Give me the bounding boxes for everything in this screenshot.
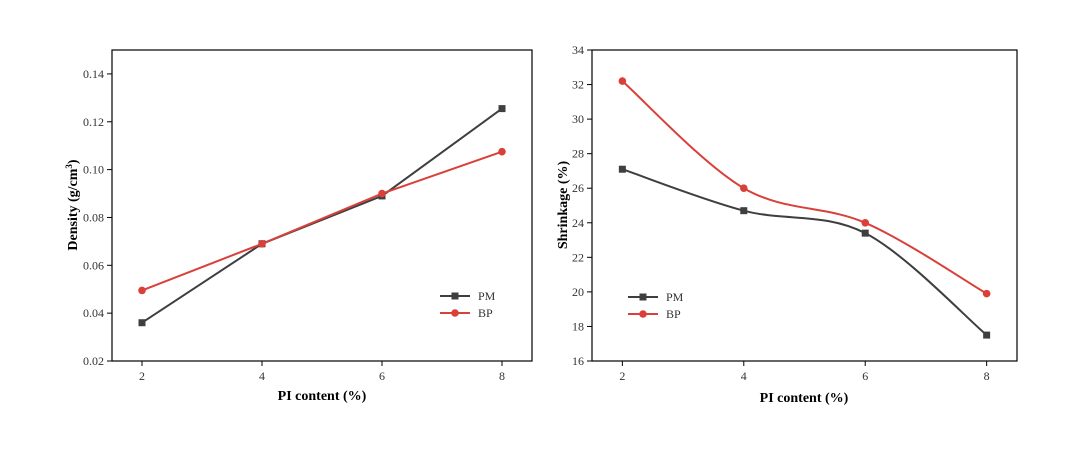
density-y-tick-label: 0.04: [83, 306, 104, 320]
density-point-bp: [378, 189, 386, 198]
density-point-bp: [138, 286, 146, 295]
shrinkage-y-tick-label: 16: [572, 354, 584, 368]
shrinkage-y-tick-label: 34: [572, 43, 584, 57]
shrinkage-y-tick-label: 32: [572, 78, 584, 92]
shrinkage-point-pm: [618, 165, 626, 173]
shrinkage-series-line-bp: [621, 80, 988, 295]
shrinkage-series-line-pm: [622, 168, 988, 336]
shrinkage-y-tick-label: 18: [572, 319, 584, 333]
density-y-tick-label: 0.06: [83, 258, 104, 272]
shrinkage-x-tick-label: 2: [619, 369, 625, 383]
density-y-tick-label: 0.14: [83, 67, 104, 81]
shrinkage-y-axis-label-main: Shrinkage (%): [556, 161, 571, 250]
density-series: [138, 105, 506, 327]
density-point-pm: [138, 319, 146, 327]
shrinkage-point-pm: [983, 331, 991, 339]
density-x-tick-label: 2: [139, 369, 145, 383]
density-series-line-pm: [141, 107, 503, 324]
density-y-tick-label: 0.10: [83, 163, 104, 177]
density-chart: 0.02 0.04 0.06 0.08 0.10 0.12 0.14 2 4 6 8 PI con…: [64, 49, 533, 404]
density-legend-marker-bp: [451, 309, 459, 317]
density-point-pm: [498, 105, 506, 113]
shrinkage-y-tick-label: 30: [572, 112, 584, 126]
shrinkage-point-bp: [618, 77, 627, 85]
shrinkage-plot-frame: [591, 49, 1018, 362]
density-plot-frame: [111, 49, 533, 362]
shrinkage-x-tick-label: 4: [741, 369, 747, 383]
density-y-tick-label: 0.08: [83, 210, 104, 224]
density-x-axis-label: PI content (%): [278, 389, 367, 404]
shrinkage-legend-entry-pm: PM: [628, 290, 684, 304]
shrinkage-legend-label-pm: PM: [666, 290, 684, 304]
density-legend-label-bp: BP: [478, 306, 493, 320]
density-x-tick-label: 6: [379, 369, 385, 383]
shrinkage-legend: PM BP: [628, 290, 684, 321]
shrinkage-y-tick-label: 20: [572, 285, 584, 299]
density-y-tick-label: 0.02: [83, 354, 104, 368]
density-x-tick-label: 4: [259, 369, 265, 383]
shrinkage-legend-entry-bp: BP: [628, 307, 681, 321]
shrinkage-legend-marker-pm: [639, 293, 647, 301]
shrinkage-series: [618, 77, 991, 339]
shrinkage-point-bp: [982, 289, 991, 298]
density-legend: PM BP: [440, 289, 496, 320]
density-y-ticks: 0.02 0.04 0.06 0.08 0.10 0.12 0.14: [83, 67, 112, 368]
density-point-bp: [498, 147, 506, 156]
density-x-tick-label: 8: [499, 369, 505, 383]
shrinkage-y-tick-label: 24: [572, 216, 584, 230]
shrinkage-y-ticks: 16 18 20 22 24 26 28 30 32 34: [572, 43, 592, 368]
density-legend-label-pm: PM: [478, 289, 496, 303]
shrinkage-x-axis-label: PI content (%): [760, 391, 849, 406]
shrinkage-y-tick-label: 28: [572, 147, 584, 161]
shrinkage-point-bp: [739, 184, 748, 193]
shrinkage-point-pm: [740, 207, 748, 215]
shrinkage-y-tick-label: 22: [572, 250, 584, 264]
density-series-line-bp: [141, 150, 503, 292]
shrinkage-legend-marker-bp: [639, 310, 647, 318]
shrinkage-y-axis-label: Shrinkage (%): [556, 161, 571, 250]
density-y-axis-label-main: Density (g/cm: [66, 168, 81, 250]
density-legend-marker-pm: [451, 292, 459, 300]
shrinkage-x-ticks: 2 4 6 8: [619, 361, 990, 383]
shrinkage-point-pm: [861, 229, 869, 237]
density-point-bp: [258, 239, 266, 248]
density-y-axis-label-sup: 3: [64, 164, 74, 169]
density-y-axis-label-tail: ): [66, 159, 81, 164]
density-legend-entry-pm: PM: [440, 289, 496, 303]
shrinkage-point-bp: [861, 218, 870, 227]
density-y-axis-label: Density (g/cm3): [64, 159, 81, 251]
density-legend-entry-bp: BP: [440, 306, 493, 320]
density-y-tick-label: 0.12: [83, 115, 104, 129]
shrinkage-x-tick-label: 6: [862, 369, 868, 383]
shrinkage-legend-label-bp: BP: [666, 307, 681, 321]
shrinkage-y-tick-label: 26: [572, 181, 584, 195]
density-x-ticks: 2 4 6 8: [139, 361, 505, 383]
shrinkage-x-tick-label: 8: [984, 369, 990, 383]
